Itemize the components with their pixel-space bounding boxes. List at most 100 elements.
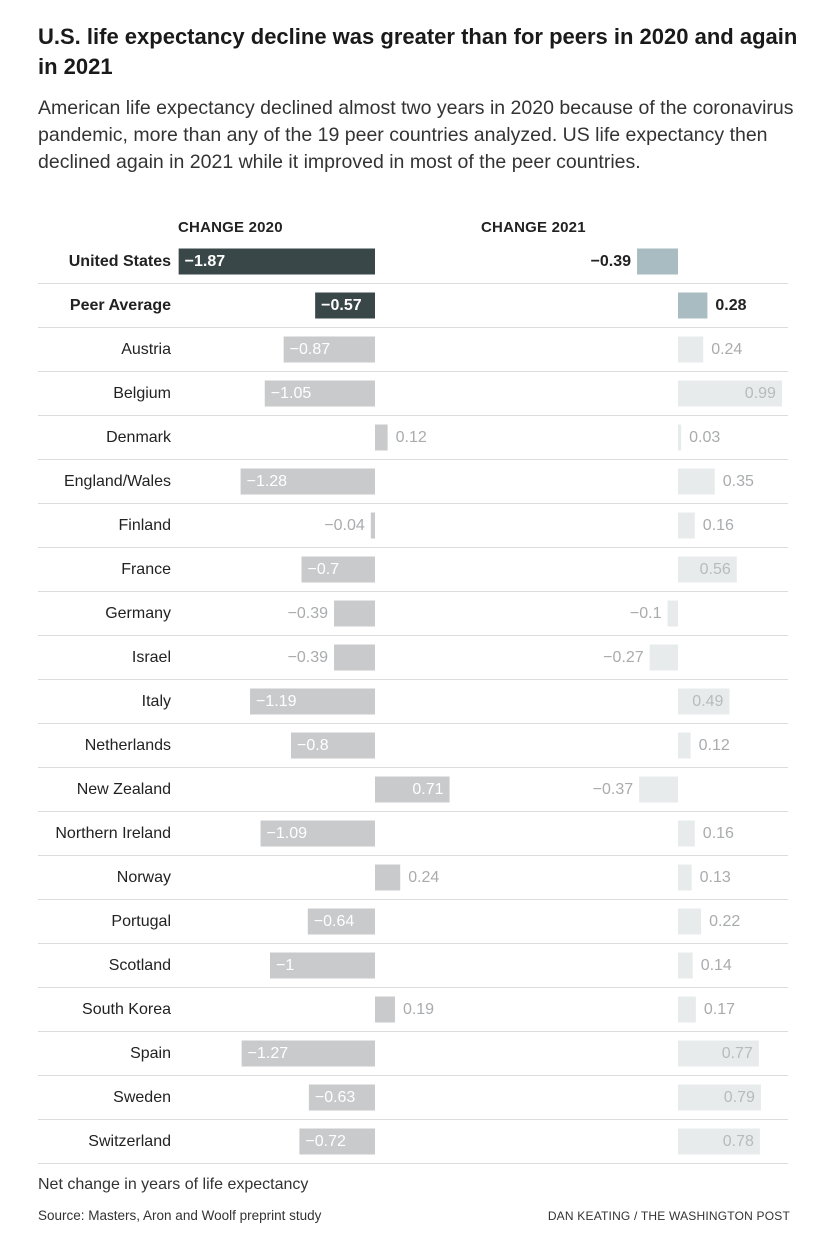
bar-2020-new-zealand [375,776,450,803]
value-label-2021-denmark: 0.03 [689,429,720,446]
category-label-south-korea: South Korea [82,1001,171,1018]
credit-line: DAN KEATING / THE WASHINGTON POST [547,1209,790,1223]
category-label-portugal: Portugal [111,913,171,930]
value-label-2020-finland: −0.04 [324,517,365,534]
value-label-2020-netherlands: −0.8 [297,737,329,754]
bar-2021-finland [678,512,695,539]
category-label-austria: Austria [121,341,171,358]
value-label-2021-sweden: 0.79 [724,1089,755,1106]
category-label-israel: Israel [132,649,171,666]
source-line: Source: Masters, Aron and Woolf preprint… [38,1208,322,1223]
value-label-2021-spain: 0.77 [722,1045,753,1062]
category-label-denmark: Denmark [106,429,172,446]
category-label-italy: Italy [142,693,171,710]
value-label-2021-finland: 0.16 [703,517,734,534]
value-label-2021-new-zealand: −0.37 [593,781,634,798]
bar-2021-england-wales [678,468,715,495]
category-label-switzerland: Switzerland [88,1133,171,1150]
bar-2020-israel [334,644,375,671]
category-label-netherlands: Netherlands [85,737,171,754]
value-label-2020-norway: 0.24 [408,869,439,886]
value-label-2021-south-korea: 0.17 [704,1001,735,1018]
value-label-2020-denmark: 0.12 [396,429,427,446]
value-label-2021-united-states: −0.39 [591,253,632,270]
bar-2021-scotland [678,952,693,979]
bar-2020-germany [334,600,375,627]
bar-chart: United States −1.87 −0.39 Peer Average −0.57… [38,248,788,1164]
bar-2020-united-states [178,248,375,275]
value-label-2020-austria: −0.87 [290,341,331,358]
value-label-2020-sweden: −0.63 [315,1089,356,1106]
value-label-2020-south-korea: 0.19 [403,1001,434,1018]
value-label-2020-england-wales: −1.28 [247,473,288,490]
chart-title: U.S. life expectancy decline was greater… [38,24,798,79]
category-label-belgium: Belgium [113,385,171,402]
category-label-united-states: United States [69,253,171,270]
bar-2021-italy [678,688,730,715]
value-label-2020-northern-ireland: −1.09 [267,825,308,842]
value-label-2021-france: 0.56 [700,561,731,578]
value-label-2020-germany: −0.39 [288,605,329,622]
bar-2020-norway [375,864,401,891]
value-label-2020-new-zealand: 0.71 [412,781,443,798]
value-label-2021-austria: 0.24 [711,341,742,358]
bar-2021-netherlands [678,732,691,759]
bar-2021-peer-average [678,292,708,319]
bar-2021-northern-ireland [678,820,695,847]
bar-2021-portugal [678,908,702,935]
value-label-2021-switzerland: 0.78 [723,1133,754,1150]
bar-2021-spain [678,1040,759,1067]
bar-2020-south-korea [375,996,395,1023]
value-label-2020-france: −0.7 [308,561,340,578]
category-label-norway: Norway [117,869,171,886]
bar-2021-belgium [678,380,782,407]
category-label-spain: Spain [130,1045,171,1062]
bar-2021-norway [678,864,692,891]
value-label-2021-israel: −0.27 [603,649,644,666]
value-label-2021-northern-ireland: 0.16 [703,825,734,842]
bar-2020-northern-ireland [260,820,375,847]
category-label-new-zealand: New Zealand [77,781,171,798]
bar-2021-france [678,556,737,583]
value-label-2021-netherlands: 0.12 [699,737,730,754]
bar-2020-sweden [308,1084,375,1111]
category-label-northern-ireland: Northern Ireland [55,825,171,842]
bar-2021-new-zealand [639,776,678,803]
category-label-germany: Germany [105,605,171,622]
chart-subtitle: American life expectancy declined almost… [38,97,794,173]
bar-2021-sweden [678,1084,761,1111]
value-label-2021-germany: −0.1 [630,605,662,622]
category-label-peer-average: Peer Average [70,297,171,314]
category-label-france: France [121,561,171,578]
bar-2020-portugal [307,908,375,935]
bar-2020-netherlands [291,732,375,759]
column-header-2020: CHANGE 2020 [178,219,283,236]
bar-2021-germany [667,600,678,627]
value-label-2021-norway: 0.13 [700,869,731,886]
value-label-2020-israel: −0.39 [288,649,329,666]
bar-2021-israel [649,644,678,671]
value-label-2020-belgium: −1.05 [271,385,312,402]
bar-2020-switzerland [299,1128,375,1155]
value-label-2020-portugal: −0.64 [314,913,355,930]
bar-2020-austria [283,336,375,363]
bar-2020-scotland [270,952,375,979]
bar-2021-austria [678,336,704,363]
value-label-2020-italy: −1.19 [256,693,297,710]
value-label-2021-peer-average: 0.28 [715,297,746,314]
category-label-scotland: Scotland [109,957,171,974]
bar-2021-united-states [637,248,678,275]
bar-2020-italy [250,688,375,715]
value-label-2021-scotland: 0.14 [701,957,732,974]
bar-2020-peer-average [315,292,375,319]
column-header-2021: CHANGE 2021 [481,219,586,236]
category-label-finland: Finland [119,517,171,534]
value-label-2021-portugal: 0.22 [709,913,740,930]
bar-2020-spain [241,1040,375,1067]
bar-2020-finland [370,512,375,539]
bar-2021-switzerland [678,1128,760,1155]
bar-2020-belgium [264,380,375,407]
bar-2020-england-wales [240,468,375,495]
bar-2020-denmark [375,424,388,451]
bar-2020-france [301,556,375,583]
